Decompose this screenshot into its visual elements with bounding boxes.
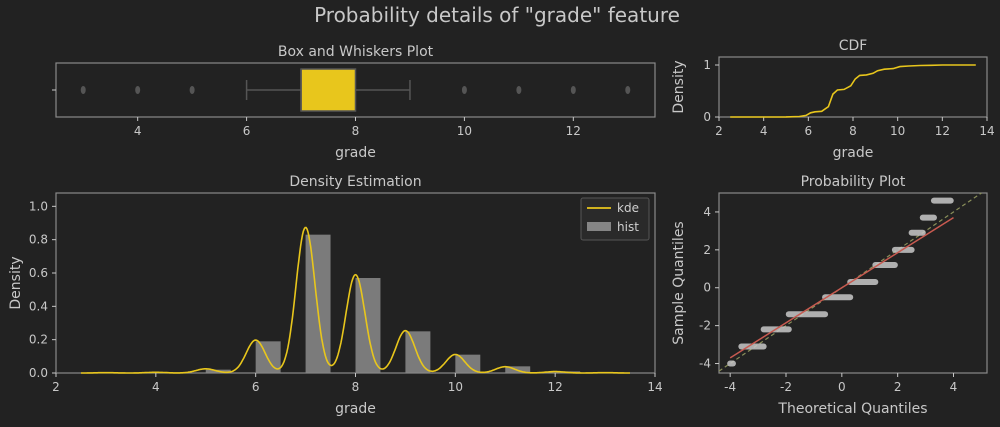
probability-plot-fit-line bbox=[729, 216, 954, 359]
density-y-tick-label: 0.8 bbox=[29, 233, 48, 247]
probability-plot-title: Probability Plot bbox=[801, 174, 906, 190]
legend-hist-label: hist bbox=[617, 220, 639, 234]
probability-plot-y-tick-label: -4 bbox=[699, 357, 711, 371]
box-plot-outlier bbox=[570, 86, 576, 94]
probability-plot-panel: Probability Plot Theoretical Quantiles Sam… bbox=[671, 174, 988, 417]
probability-plot-y-tick-label: -2 bbox=[699, 319, 711, 333]
cdf-x-tick-label: 2 bbox=[715, 124, 723, 138]
density-x-tick-label: 4 bbox=[152, 380, 160, 394]
density-y-tick-label: 0.2 bbox=[29, 333, 48, 347]
probability-plot-diagonal bbox=[718, 192, 982, 372]
cdf-panel: CDF grade Density 2 4 6 8 10 12 14 0 1 bbox=[671, 38, 995, 161]
box-plot-x-tick-label: 10 bbox=[457, 124, 472, 138]
cdf-line bbox=[730, 64, 976, 118]
box-plot-title: Box and Whiskers Plot bbox=[278, 44, 434, 60]
box-plot-x-axis-label: grade bbox=[335, 145, 376, 161]
cdf-x-axis-label: grade bbox=[833, 145, 874, 161]
box-plot-outlier bbox=[625, 86, 631, 94]
density-x-tick-label: 2 bbox=[52, 380, 60, 394]
probability-plot-x-tick-label: 0 bbox=[838, 380, 846, 394]
density-y-axis-label: Density bbox=[8, 256, 24, 309]
density-x-tick-label: 10 bbox=[448, 380, 463, 394]
cdf-y-axis-label: Density bbox=[671, 60, 687, 113]
density-kde-line bbox=[81, 226, 630, 374]
cdf-x-tick-label: 4 bbox=[760, 124, 768, 138]
cdf-x-tick-label: 12 bbox=[935, 124, 950, 138]
cdf-y-tick-label: 0 bbox=[703, 110, 711, 124]
probability-plot-y-tick-label: 2 bbox=[703, 243, 711, 257]
cdf-frame bbox=[718, 56, 988, 118]
density-hist-bar bbox=[405, 331, 431, 373]
probability-plot-y-tick-label: 0 bbox=[703, 281, 711, 295]
density-x-tick-label: 8 bbox=[352, 380, 360, 394]
cdf-x-tick-label: 6 bbox=[805, 124, 813, 138]
box-plot-x-tick-label: 4 bbox=[134, 124, 142, 138]
density-hist-bar bbox=[355, 278, 381, 373]
box-plot-outlier bbox=[516, 86, 522, 94]
box-plot-outlier bbox=[80, 86, 86, 94]
probability-plot-x-axis-label: Theoretical Quantiles bbox=[777, 401, 927, 417]
probability-plot-x-tick-label: -4 bbox=[724, 380, 736, 394]
box-plot-x-tick-label: 12 bbox=[566, 124, 581, 138]
density-x-tick-label: 6 bbox=[252, 380, 260, 394]
density-hist-bar bbox=[255, 341, 281, 373]
cdf-x-tick-label: 10 bbox=[890, 124, 905, 138]
legend-kde-label: kde bbox=[617, 201, 639, 215]
box-plot-outlier bbox=[189, 86, 195, 94]
density-legend: kde hist bbox=[580, 197, 650, 241]
cdf-title: CDF bbox=[839, 38, 868, 54]
probability-plot-frame bbox=[718, 192, 988, 374]
box-plot-box bbox=[300, 68, 357, 112]
density-x-axis-label: grade bbox=[335, 401, 376, 417]
box-plot-outlier bbox=[135, 86, 141, 94]
box-plot-outlier bbox=[461, 86, 467, 94]
cdf-y-tick-label: 1 bbox=[703, 58, 711, 72]
density-panel: Density Estimation grade Density 2 4 6 8 10 12 14… bbox=[8, 174, 663, 417]
box-plot-panel: Box and Whiskers Plot grade 4 6 8 10 12 bbox=[52, 44, 656, 161]
box-plot-x-tick-label: 8 bbox=[352, 124, 360, 138]
probability-plot-y-tick-label: 4 bbox=[703, 205, 711, 219]
probability-plot-x-tick-label: 2 bbox=[894, 380, 902, 394]
density-y-tick-label: 0.4 bbox=[29, 299, 48, 313]
figure-title: Probability details of "grade" feature bbox=[314, 3, 680, 27]
density-hist-bar bbox=[305, 234, 331, 373]
density-y-tick-label: 0.0 bbox=[29, 366, 48, 380]
density-x-tick-label: 14 bbox=[647, 380, 662, 394]
legend-hist-swatch bbox=[587, 222, 611, 231]
probability-plot-x-tick-label: -2 bbox=[780, 380, 792, 394]
probability-plot-x-tick-label: 4 bbox=[950, 380, 958, 394]
cdf-x-tick-label: 14 bbox=[979, 124, 994, 138]
density-y-tick-label: 1.0 bbox=[29, 199, 48, 213]
density-y-tick-label: 0.6 bbox=[29, 266, 48, 280]
cdf-x-tick-label: 8 bbox=[849, 124, 857, 138]
density-hist-bar bbox=[455, 354, 481, 373]
density-title: Density Estimation bbox=[289, 174, 421, 190]
box-plot-x-tick-label: 6 bbox=[243, 124, 251, 138]
probability-plot-y-axis-label: Sample Quantiles bbox=[671, 221, 687, 344]
density-x-tick-label: 12 bbox=[548, 380, 563, 394]
